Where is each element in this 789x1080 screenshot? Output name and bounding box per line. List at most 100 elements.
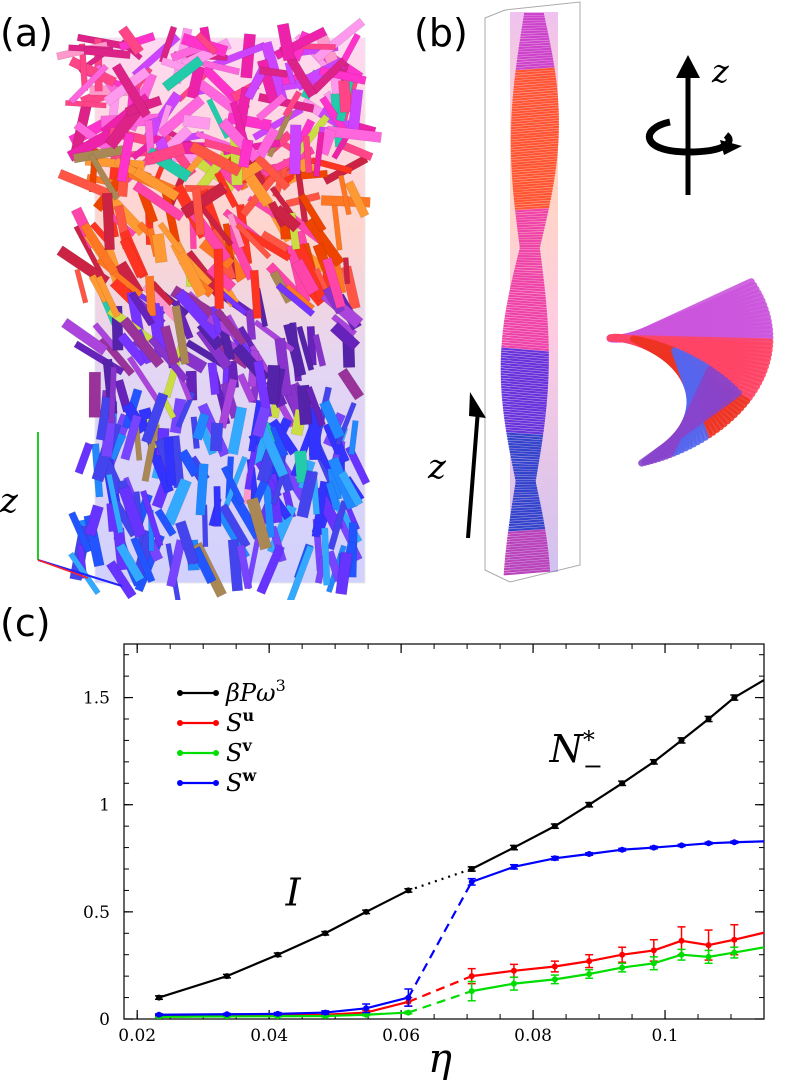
data-point [619,780,626,787]
data-point [619,964,626,971]
rod [282,90,303,118]
column-rod [513,190,553,195]
column-rod [512,501,541,506]
column-rod [518,47,552,52]
data-point [468,988,475,995]
column-rod [514,267,543,271]
column-rod [503,564,550,571]
rod [266,364,281,405]
column-rod [510,148,558,155]
rotation-axis-icon [645,55,742,195]
column-rod [510,123,560,130]
column-rod [507,437,543,443]
data-point [510,967,517,974]
column-rod [511,153,558,160]
column-rod [507,534,547,540]
data-point [551,976,558,983]
rod [294,450,309,484]
column-rod [515,213,548,218]
rod [177,448,201,478]
legend-marker [177,750,183,756]
column-rod [513,192,552,198]
column-rod [503,324,549,331]
column-rod [513,272,544,276]
rod [74,268,89,304]
data-point [586,801,593,808]
column-rod [504,561,550,568]
column-rod [512,274,544,279]
column-rod [510,138,559,145]
column-rod [501,345,549,352]
legend-label: βPω3 [225,676,286,707]
data-point [223,973,230,980]
phase-annotations: I N* − [285,726,603,915]
rotation-z-label: z [711,52,730,90]
rod [249,269,262,319]
column-rod [502,398,547,405]
data-point [468,973,475,980]
column-rod [501,396,548,402]
column-rod [516,57,554,63]
column-rod [511,112,559,120]
rod [161,55,205,92]
column-rod [504,314,548,321]
helix-rod [638,389,742,467]
rod [118,485,147,539]
legend-sup: 3 [276,676,286,695]
y-tick-label: 0.5 [83,903,110,923]
rod [88,371,101,418]
column-rod [512,179,555,185]
column-rod [505,424,545,430]
rod [154,508,177,537]
panel-b-z-label: z [427,447,447,487]
data-point [731,936,738,943]
rod [213,307,247,346]
column-rod [516,60,554,65]
column-rod [505,546,548,553]
rod [342,257,351,285]
column-rod [515,210,549,215]
series-line-isotropic [158,996,409,1016]
column-rod [504,319,548,326]
column-rod [521,30,548,34]
rod [270,475,285,506]
column-rod [517,55,553,60]
panel-a-label: (a) [0,11,53,55]
panel-b-label: (b) [414,11,468,55]
rod [56,245,111,287]
rod [322,257,346,309]
column-rod [509,448,541,452]
rod [190,545,217,585]
rod [191,187,205,236]
rod [312,131,325,178]
legend-marker [177,780,183,786]
legend-marker [177,690,183,696]
column-rod [500,370,549,377]
column-rod [506,307,547,313]
column-rod [500,367,549,375]
column-rod [509,289,546,295]
column-rod [501,342,549,349]
column-rod [508,524,545,529]
column-rod [502,401,547,407]
rod [344,445,371,486]
panel-b-rods [500,12,560,576]
column-rod [505,312,548,318]
rod [68,511,93,554]
column-rod [512,177,555,183]
column-rod [515,65,555,70]
column-rod [506,304,547,310]
column-rod [511,161,557,168]
rod [118,25,145,56]
data-point [551,963,558,970]
column-rod [514,203,550,208]
column-rod [511,164,557,170]
data-point [768,928,774,934]
rod [344,180,370,219]
rod [289,124,302,175]
legend-sup: u [242,706,254,725]
data-point [650,947,657,954]
rod [331,204,343,251]
column-rod [501,385,548,392]
